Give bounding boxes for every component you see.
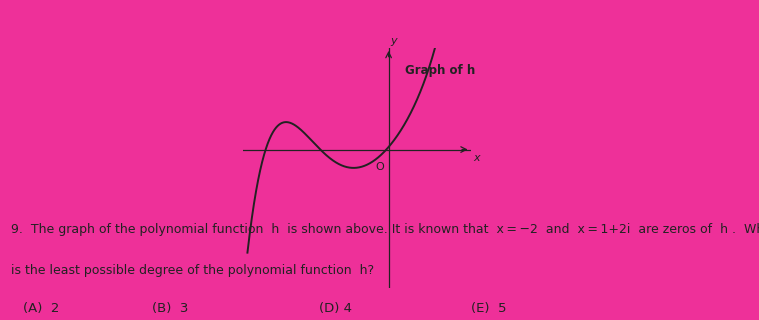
Text: (D) 4: (D) 4 bbox=[319, 302, 351, 315]
Text: 9.  The graph of the polynomial function  h  is shown above. It is known that  x: 9. The graph of the polynomial function … bbox=[11, 223, 759, 236]
Text: x: x bbox=[473, 153, 480, 163]
Text: y: y bbox=[390, 36, 396, 46]
Text: (B)  3: (B) 3 bbox=[152, 302, 188, 315]
Text: is the least possible degree of the polynomial function  h?: is the least possible degree of the poly… bbox=[11, 264, 374, 277]
Text: O: O bbox=[375, 163, 384, 172]
Text: Graph of h: Graph of h bbox=[405, 64, 475, 77]
Text: (A)  2: (A) 2 bbox=[23, 302, 59, 315]
Text: (E)  5: (E) 5 bbox=[471, 302, 506, 315]
